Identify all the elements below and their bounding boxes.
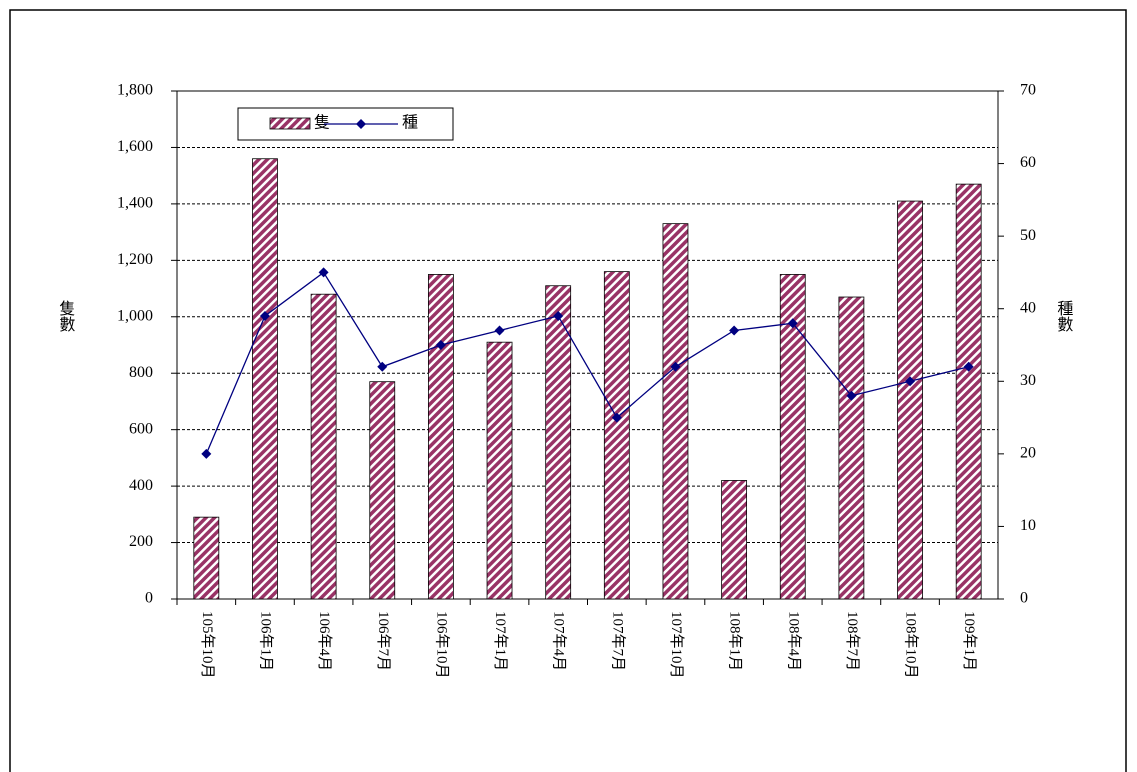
marker: [553, 310, 564, 321]
bar: [955, 183, 982, 600]
y-tick-label: 1,600: [117, 138, 153, 155]
line: [205, 271, 969, 455]
marker: [670, 361, 681, 372]
bar: [193, 516, 220, 600]
y-tick-label: 1,200: [117, 251, 153, 268]
x-tick-label: 107年10月: [668, 611, 685, 679]
plot-area: [176, 90, 999, 600]
legend-label: 種: [402, 114, 418, 132]
bar: [603, 271, 630, 600]
marker: [963, 361, 974, 372]
bar: [486, 341, 513, 600]
marker: [377, 361, 388, 372]
bar: [897, 200, 923, 600]
y-tick-label: 0: [145, 590, 153, 607]
y2-tick-label: 10: [1020, 517, 1036, 534]
y-tick-label: 800: [129, 364, 153, 381]
y2-tick-label: 30: [1020, 372, 1036, 389]
bar: [310, 293, 337, 600]
x-tick-label: 107年7月: [609, 611, 626, 671]
x-tick-label: 108年4月: [785, 611, 802, 671]
y2-tick-label: 70: [1020, 82, 1036, 99]
y-axis-label: 隻數: [56, 300, 75, 332]
legend-label: 隻: [314, 114, 330, 132]
x-tick-label: 108年10月: [903, 611, 920, 679]
frame: [9, 9, 1127, 772]
bar: [779, 274, 806, 600]
y-tick-label: 600: [129, 420, 153, 437]
x-tick-label: 108年7月: [844, 611, 861, 671]
y-tick-label: 200: [129, 533, 153, 550]
y-tick-label: 400: [129, 477, 153, 494]
y-tick-label: 1,400: [117, 195, 153, 212]
legend-marker: [356, 119, 366, 129]
x-tick-label: 106年1月: [258, 611, 275, 671]
x-tick-label: 106年4月: [316, 611, 333, 671]
y-tick-label: 1,000: [117, 307, 153, 324]
y2-tick-label: 0: [1020, 590, 1028, 607]
bar: [662, 223, 689, 600]
x-tick-label: 105年10月: [199, 611, 216, 679]
legend-swatch: [269, 117, 311, 130]
marker: [611, 412, 622, 423]
x-tick-label: 106年10月: [433, 611, 450, 679]
bar: [545, 285, 572, 600]
bar: [369, 381, 396, 600]
bar: [427, 274, 454, 600]
y2-tick-label: 20: [1020, 445, 1036, 462]
bar: [252, 158, 278, 600]
bar: [721, 480, 748, 600]
y2-tick-label: 40: [1020, 299, 1036, 316]
marker: [435, 340, 446, 350]
marker: [905, 376, 916, 387]
marker: [787, 318, 798, 329]
x-tick-label: 107年1月: [492, 611, 509, 671]
y-tick-label: 1,800: [117, 82, 153, 99]
marker: [846, 390, 857, 401]
x-tick-label: 108年1月: [727, 611, 744, 671]
y2-axis-label: 種數: [1054, 300, 1073, 332]
x-tick-label: 107年4月: [551, 611, 568, 671]
x-tick-label: 109年1月: [961, 611, 978, 671]
y2-tick-label: 60: [1020, 154, 1036, 171]
y2-tick-label: 50: [1020, 227, 1036, 244]
marker: [318, 267, 329, 278]
marker: [494, 325, 505, 336]
marker: [259, 310, 270, 321]
marker: [201, 448, 212, 459]
bar: [838, 296, 865, 600]
x-tick-label: 106年7月: [375, 611, 392, 671]
marker: [729, 325, 740, 336]
